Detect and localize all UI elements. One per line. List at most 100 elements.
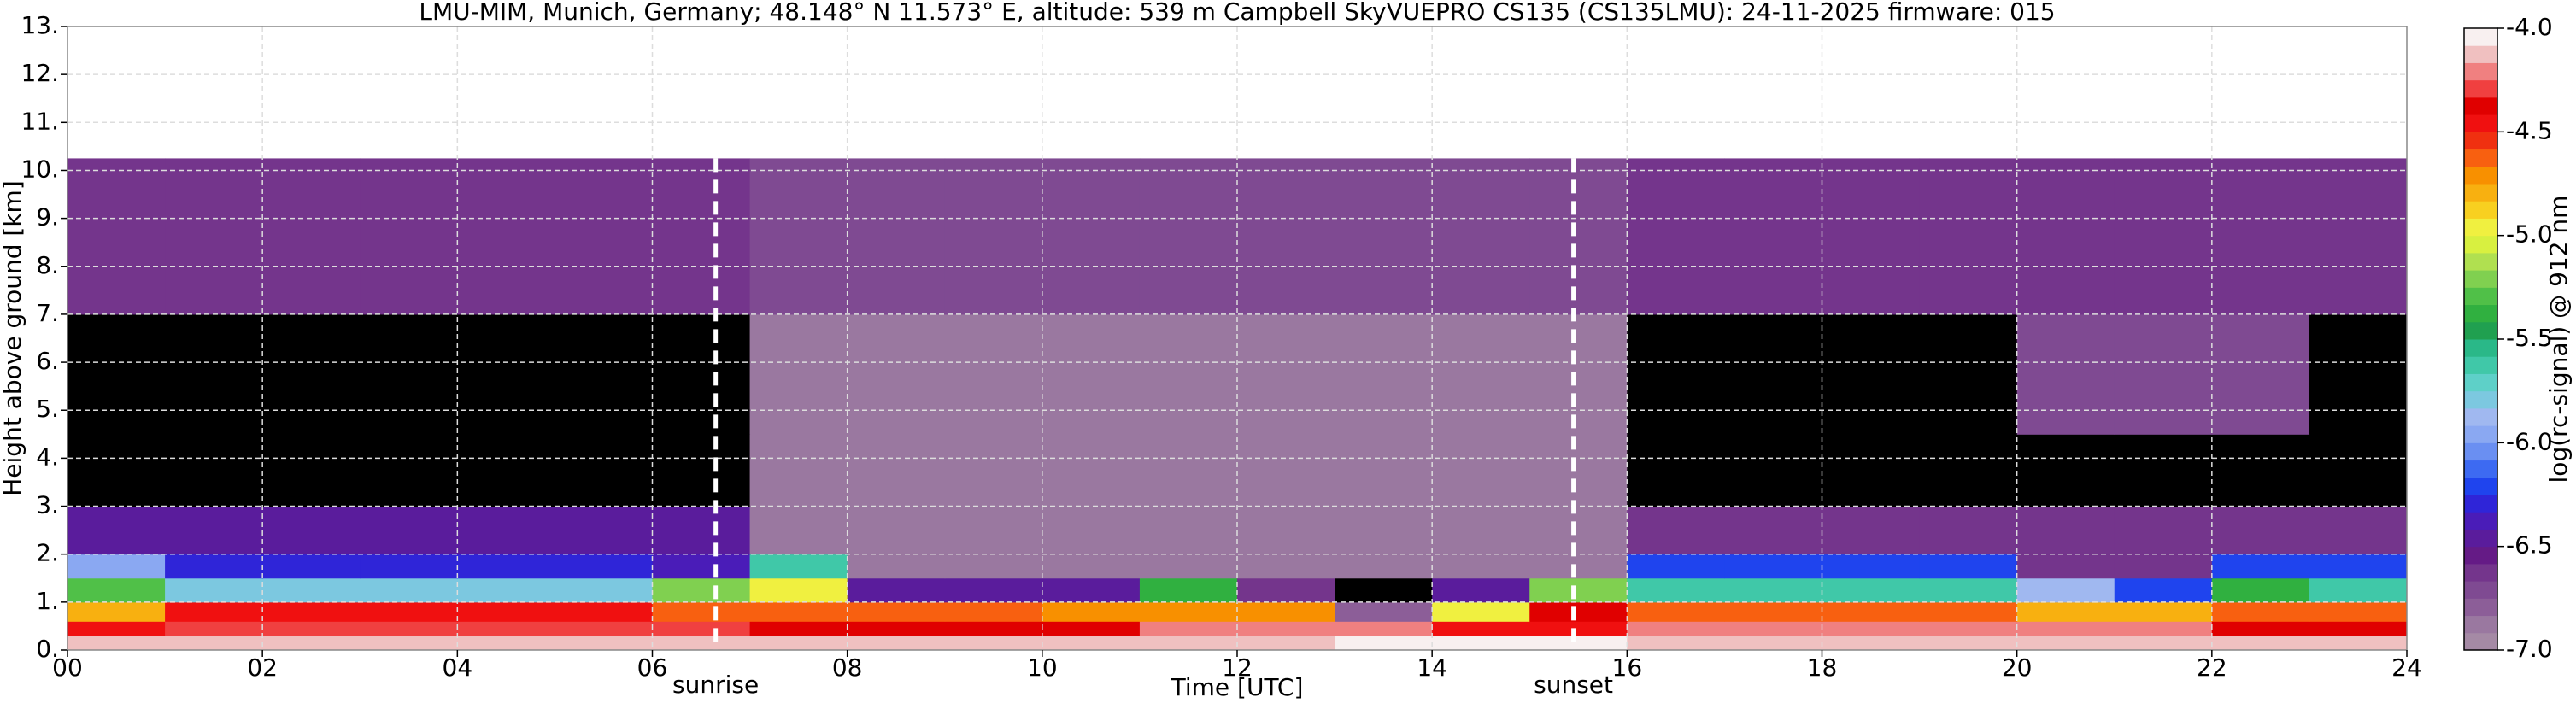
cell [847,506,946,555]
cell [944,506,1043,555]
colorbar-tick-label: -5.0 [2506,220,2553,249]
cell [1237,313,1335,435]
colorbar-swatch [2464,563,2497,582]
cell [1724,313,1822,435]
cell [1724,506,1822,555]
cell [2309,434,2408,507]
cell [1919,636,2018,651]
cell [1822,554,1921,579]
cell [2211,601,2310,622]
colorbar-tick-label: -6.5 [2506,531,2553,560]
cell [1822,577,1921,603]
cell [2309,158,2408,315]
chart-title: LMU-MIM, Munich, Germany; 48.148° N 11.5… [419,0,2055,26]
colorbar-swatch [2464,373,2497,392]
cell [67,506,166,555]
cell [165,554,263,579]
colorbar-swatch [2464,321,2497,340]
cell [2016,434,2115,507]
cell [2114,434,2213,507]
y-tick-label: 0. [36,635,59,663]
colorbar-swatch [2464,97,2497,115]
cell [1919,621,2018,636]
y-tick-label: 9. [36,203,59,231]
x-tick-label: 18 [1807,653,1838,682]
cell [1237,577,1335,603]
cell [1529,636,1628,651]
cell [749,577,848,603]
cell [2211,506,2310,555]
y-tick-label: 11. [21,107,59,135]
cell [67,601,166,622]
cell [457,434,555,507]
cell [1432,434,1530,507]
colorbar-swatch [2464,252,2497,271]
x-tick-label: 16 [1612,653,1643,682]
colorbar-tick-label: -4.0 [2506,13,2553,41]
cell [2016,158,2115,315]
cell [2309,621,2408,636]
cell [165,577,263,603]
cell [1627,577,1725,603]
colorbar-swatch [2464,184,2497,202]
cell [652,434,751,507]
colorbar-swatch [2464,546,2497,565]
cell [1919,158,2018,315]
cell [1822,158,1921,315]
cell [1335,621,1433,636]
y-tick-label: 2. [36,539,59,567]
cell [555,554,653,579]
cell [1529,554,1628,579]
cell [944,158,1043,315]
cell [2114,158,2213,315]
cell [262,621,361,636]
cell [847,577,946,603]
cell [67,636,166,651]
cell [1724,601,1822,622]
cell [2211,621,2310,636]
cell [1529,601,1628,622]
cell [652,601,751,622]
cell [1139,158,1238,315]
cell [165,601,263,622]
cell [1627,506,1725,555]
y-tick-label: 8. [36,251,59,279]
cell [847,313,946,435]
cell [652,636,751,651]
cell [1919,434,2018,507]
x-tick-label: 24 [2391,653,2422,682]
cell [2016,577,2115,603]
y-tick-label: 12. [21,59,59,87]
cell [2114,577,2213,603]
cell [1432,313,1530,435]
cell [360,577,458,603]
cell [1529,313,1628,435]
cell [555,158,653,315]
cell [2211,636,2310,651]
cell [2114,601,2213,622]
cell [360,434,458,507]
cell [1724,554,1822,579]
cell [2016,554,2115,579]
cell [360,158,458,315]
cell [2211,577,2310,603]
cell [1627,313,1725,435]
colorbar-swatch [2464,356,2497,374]
y-axis-label: Height above ground [km] [0,180,26,496]
colorbar-swatch [2464,45,2497,63]
x-axis-label: Time [UTC] [1171,673,1304,701]
cell [1139,554,1238,579]
cell [360,636,458,651]
cell [749,506,848,555]
cell [1042,434,1141,507]
cell [457,621,555,636]
cell [2114,506,2213,555]
colorbar-swatch [2464,114,2497,132]
cell [2211,434,2310,507]
y-tick-label: 3. [36,491,59,519]
cell [1529,158,1628,315]
cell [165,313,263,435]
cell [457,577,555,603]
cell [847,601,946,622]
x-tick-label: 00 [52,653,83,682]
